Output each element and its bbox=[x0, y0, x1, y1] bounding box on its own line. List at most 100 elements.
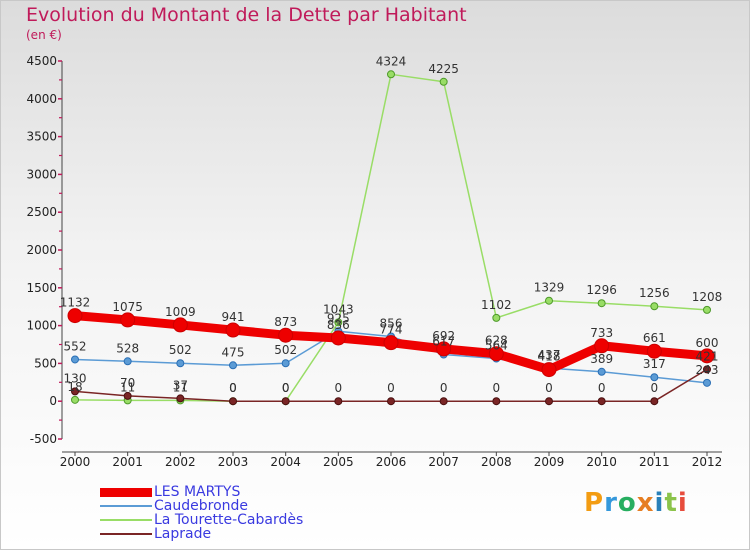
data-point bbox=[492, 397, 501, 406]
data-label: 0 bbox=[651, 381, 659, 395]
data-point bbox=[387, 70, 395, 79]
data-point bbox=[334, 397, 343, 406]
data-label: 564 bbox=[485, 339, 508, 353]
data-label: 317 bbox=[643, 357, 666, 371]
data-label: 0 bbox=[229, 381, 237, 395]
data-label: 873 bbox=[274, 315, 297, 329]
data-label: 130 bbox=[64, 371, 87, 385]
data-label: 856 bbox=[380, 316, 403, 330]
data-label: 11 bbox=[173, 380, 188, 394]
series-layer bbox=[67, 70, 715, 406]
data-point bbox=[172, 317, 188, 333]
data-label: 11 bbox=[120, 380, 135, 394]
y-tick-label: -500 bbox=[30, 432, 57, 446]
data-label: 0 bbox=[229, 381, 237, 395]
axes: -500 0 500 1000 1500 2000 2500 3000 3500 4000 4500… bbox=[26, 54, 722, 469]
data-label: 1102 bbox=[481, 298, 512, 312]
data-point bbox=[71, 395, 79, 404]
data-point bbox=[71, 355, 79, 364]
data-label: 774 bbox=[380, 323, 403, 337]
data-point bbox=[699, 348, 715, 364]
x-tick-label: 2003 bbox=[218, 455, 249, 469]
data-label: 836 bbox=[327, 318, 350, 332]
x-tick-label: 2009 bbox=[534, 455, 565, 469]
data-point bbox=[278, 327, 294, 343]
data-point bbox=[229, 397, 237, 406]
data-point bbox=[703, 378, 711, 387]
legend-label: Laprade bbox=[154, 526, 212, 542]
data-point bbox=[492, 313, 501, 322]
y-tick-label: 3500 bbox=[26, 130, 57, 144]
data-label: 243 bbox=[696, 363, 719, 377]
legend-swatch bbox=[100, 533, 152, 535]
x-tick-label: 2010 bbox=[586, 455, 617, 469]
data-label: 733 bbox=[590, 326, 613, 340]
data-point bbox=[387, 397, 395, 406]
data-label: 421 bbox=[696, 349, 719, 363]
data-point bbox=[439, 77, 448, 86]
data-point bbox=[123, 391, 132, 400]
data-point bbox=[650, 302, 659, 311]
data-label: 502 bbox=[274, 343, 297, 357]
chart-unit: (en €) bbox=[26, 28, 62, 42]
data-point bbox=[281, 397, 290, 406]
data-point bbox=[436, 341, 452, 357]
data-point bbox=[488, 346, 504, 362]
data-point bbox=[597, 299, 606, 308]
data-label: 389 bbox=[590, 352, 613, 366]
x-tick-label: 2002 bbox=[165, 455, 196, 469]
data-label: 0 bbox=[493, 381, 501, 395]
y-tick-label: 500 bbox=[34, 356, 57, 370]
data-label: 37 bbox=[173, 378, 188, 392]
data-point bbox=[541, 362, 557, 378]
data-label: 628 bbox=[485, 334, 508, 348]
data-point bbox=[71, 387, 79, 396]
x-tick-label: 2000 bbox=[60, 455, 91, 469]
y-tick-label: 4500 bbox=[26, 54, 57, 68]
data-label: 1256 bbox=[639, 286, 670, 300]
data-label: 1329 bbox=[534, 281, 565, 295]
data-label: 4225 bbox=[428, 62, 459, 76]
data-point bbox=[703, 305, 711, 314]
data-label: 661 bbox=[643, 331, 666, 345]
x-tick-label: 2001 bbox=[112, 455, 143, 469]
data-label: 552 bbox=[64, 339, 87, 353]
data-label: 0 bbox=[598, 381, 606, 395]
legend-label: LES MARTYS bbox=[154, 484, 241, 500]
y-tick-label: 1000 bbox=[26, 319, 57, 333]
x-tick-label: 2006 bbox=[376, 455, 407, 469]
x-tick-label: 2004 bbox=[270, 455, 301, 469]
legend-label: Caudebronde bbox=[154, 498, 249, 514]
data-point bbox=[650, 397, 659, 406]
proxiti-logo: Proxiti bbox=[584, 488, 688, 518]
y-tick-label: 1500 bbox=[26, 281, 57, 295]
data-point bbox=[334, 318, 343, 327]
data-point bbox=[594, 338, 610, 354]
data-label: 0 bbox=[335, 381, 343, 395]
y-tick-label: 2500 bbox=[26, 205, 57, 219]
legend-swatch bbox=[100, 487, 152, 497]
data-label: 600 bbox=[696, 336, 719, 350]
data-point bbox=[281, 359, 290, 368]
data-point bbox=[703, 365, 711, 374]
data-point bbox=[123, 357, 132, 366]
data-label: 1009 bbox=[165, 305, 196, 319]
data-point bbox=[225, 322, 241, 338]
x-tick-label: 2007 bbox=[428, 455, 459, 469]
data-point bbox=[597, 367, 606, 376]
y-tick-label: 4000 bbox=[26, 92, 57, 106]
data-point bbox=[229, 361, 237, 370]
y-tick-label: 0 bbox=[49, 394, 57, 408]
data-label: 0 bbox=[282, 381, 290, 395]
data-label: 0 bbox=[545, 381, 553, 395]
data-label: 692 bbox=[432, 329, 455, 343]
data-label: 475 bbox=[222, 345, 245, 359]
legend-label: La Tourette-Cabardès bbox=[154, 512, 304, 528]
data-point bbox=[646, 343, 662, 359]
data-label: 1043 bbox=[323, 302, 354, 316]
labels-layer: 1132 1075 1009 941 873 836 774 692 628 418 733 661 6… bbox=[60, 54, 723, 395]
data-label: 0 bbox=[387, 381, 395, 395]
y-tick-label: 2000 bbox=[26, 243, 57, 257]
data-label: 1075 bbox=[112, 300, 143, 314]
